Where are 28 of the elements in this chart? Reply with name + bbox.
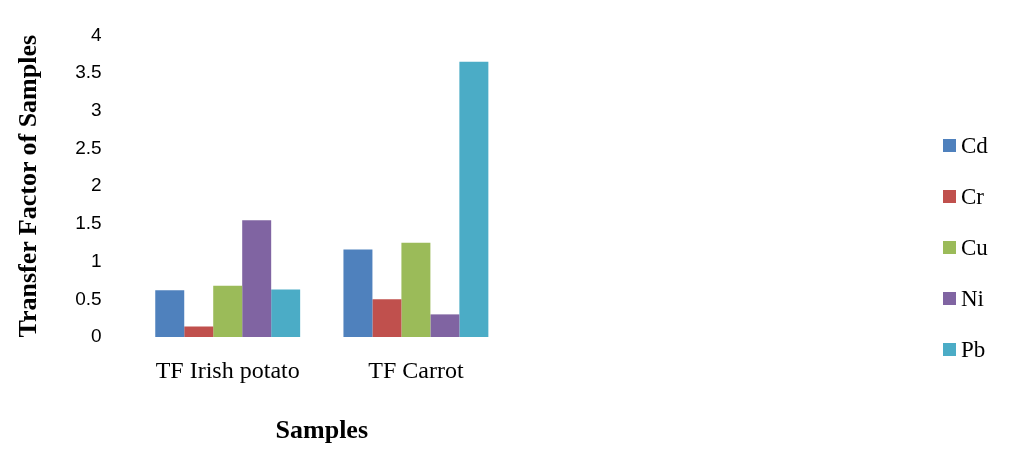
legend-label: Cr — [961, 183, 984, 210]
bar — [271, 289, 301, 337]
y-tick-label: 1 — [91, 249, 102, 271]
y-tick-label: 1.5 — [75, 212, 102, 234]
y-tick-label: 0.5 — [75, 287, 102, 309]
y-tick-label: 2 — [91, 174, 102, 196]
bar — [155, 290, 185, 337]
x-axis-title: Samples — [275, 415, 369, 445]
bar — [213, 285, 243, 337]
legend-label: Cd — [961, 132, 988, 159]
bar — [242, 220, 272, 337]
y-tick-label: 2.5 — [75, 136, 102, 158]
y-tick-label: 0 — [91, 325, 102, 347]
y-tick-label: 4 — [91, 23, 103, 45]
bar — [430, 314, 460, 337]
legend-label: Cu — [961, 234, 988, 261]
bar — [459, 61, 489, 337]
legend-label: Ni — [961, 285, 984, 312]
y-tick-label: 3.5 — [75, 61, 102, 83]
bar — [372, 299, 402, 337]
bar — [401, 242, 431, 337]
bar — [184, 326, 214, 337]
x-tick-label: TF Carrot — [368, 356, 464, 383]
bar — [343, 249, 373, 337]
legend-label: Pb — [961, 336, 986, 363]
y-tick-label: 3 — [91, 99, 102, 121]
y-axis-title: Transfer Factor of Samples — [13, 34, 43, 338]
x-tick-label: TF Irish potato — [155, 356, 300, 383]
